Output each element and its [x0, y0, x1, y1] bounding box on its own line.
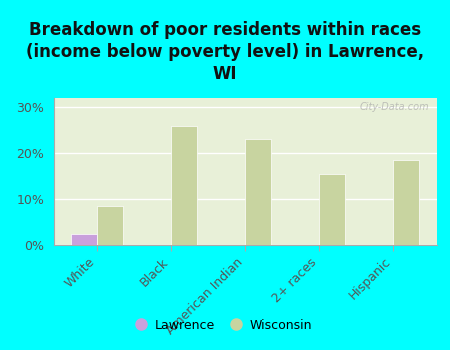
Bar	[72, 233, 97, 245]
Text: City-Data.com: City-Data.com	[359, 103, 429, 112]
Bar	[245, 139, 271, 245]
Bar	[171, 126, 197, 245]
Bar	[319, 174, 345, 245]
Bar	[393, 160, 419, 245]
Bar	[97, 206, 123, 245]
Legend: Lawrence, Wisconsin: Lawrence, Wisconsin	[133, 314, 317, 337]
Text: Breakdown of poor residents within races
(income below poverty level) in Lawrenc: Breakdown of poor residents within races…	[26, 21, 424, 83]
